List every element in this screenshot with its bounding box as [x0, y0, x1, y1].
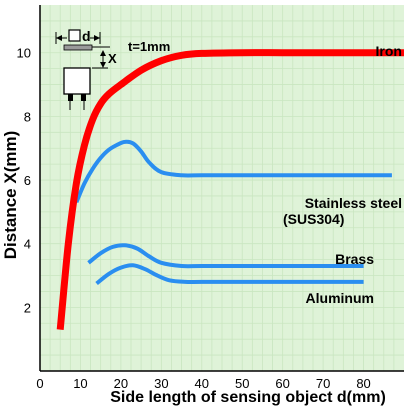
- grid-lines: [39, 5, 404, 372]
- y-tick-label: 10: [17, 46, 31, 61]
- inset-sensing-object: [63, 44, 93, 51]
- inset-sensor-lead-left: [68, 94, 73, 101]
- inset-sensor-lead-right: [81, 94, 86, 101]
- x-tick-label: 0: [36, 376, 43, 391]
- inset-t-label: t=1mm: [128, 39, 170, 54]
- y-tick-label: 6: [24, 173, 31, 188]
- stainless-steel-grade-label: (SUS304): [283, 211, 344, 227]
- inset-sensor-body: [63, 67, 91, 95]
- sensor-setup-diagram: d t=1mm X: [55, 28, 170, 110]
- inset-square-symbol: [68, 29, 81, 42]
- brass-label: Brass: [335, 251, 374, 267]
- x-tick-label: 30: [154, 376, 168, 391]
- series-group: [56, 49, 404, 330]
- inset-arrow-right-icon: [94, 35, 100, 41]
- y-axis-title: Distance X(mm): [1, 131, 20, 259]
- y-tick-label: 8: [24, 109, 31, 124]
- inset-arrow-left-icon: [56, 35, 62, 41]
- x-tick-label: 60: [275, 376, 289, 391]
- inset-d-label: d: [82, 28, 91, 44]
- x-tick-label: 40: [195, 376, 209, 391]
- brass-series-line: [87, 243, 364, 269]
- inset-x-arrow-down-icon: [100, 62, 106, 68]
- iron-series-line: [56, 49, 404, 330]
- x-tick-label: 50: [235, 376, 249, 391]
- inset-x-arrow-up-icon: [100, 50, 106, 56]
- x-axis-title: Side length of sensing object d(mm): [110, 389, 386, 406]
- series-labels: Iron Stainless steel(SUS304) Brass Aluminum: [283, 43, 402, 306]
- stainless-steel-series-line: [74, 139, 392, 204]
- x-tick-label: 10: [73, 376, 87, 391]
- stainless-steel-label: Stainless steel: [305, 195, 402, 211]
- aluminum-label: Aluminum: [306, 290, 374, 306]
- aluminum-series-line: [95, 263, 364, 286]
- y-tick-label: 4: [24, 237, 31, 252]
- iron-label: Iron: [376, 43, 402, 59]
- tick-labels: 0 10 20 30 40 50 60 70 80 2 4 6 8 10: [17, 46, 371, 391]
- inset-x-label: X: [108, 51, 117, 66]
- x-tick-label: 80: [356, 376, 370, 391]
- y-tick-label: 2: [24, 300, 31, 315]
- x-tick-label: 70: [316, 376, 330, 391]
- x-tick-label: 20: [114, 376, 128, 391]
